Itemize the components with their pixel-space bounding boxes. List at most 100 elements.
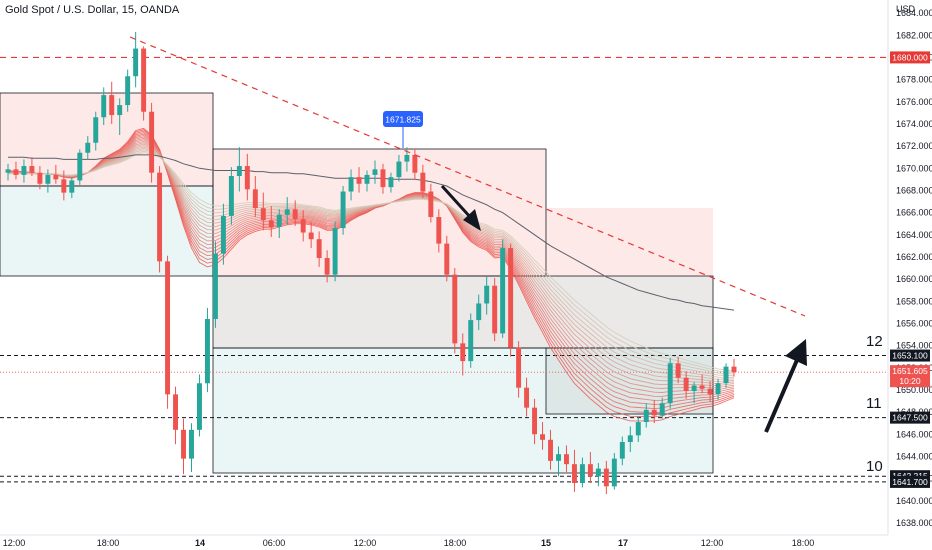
candle bbox=[220, 203, 226, 265]
candle-body bbox=[117, 105, 123, 116]
candle-body bbox=[165, 261, 171, 395]
time-axis[interactable]: 12:00 18:00 14 06:00 12:00 18:00 15 17 12:00 18:0… bbox=[3, 538, 815, 548]
resistance-trendline bbox=[129, 36, 806, 317]
candle bbox=[484, 276, 490, 315]
price-tick-label: 1654.000 bbox=[896, 341, 932, 351]
candle-body bbox=[380, 169, 386, 188]
candle bbox=[53, 164, 59, 184]
price-tag-label: 1641.700 bbox=[892, 477, 928, 487]
candle-body bbox=[85, 142, 91, 153]
candle-body bbox=[292, 209, 298, 220]
candle bbox=[452, 268, 458, 354]
candle bbox=[372, 160, 378, 184]
time-tick-label: 18:00 bbox=[97, 538, 120, 548]
candle bbox=[5, 163, 11, 181]
candle-body bbox=[308, 232, 314, 240]
candle-body bbox=[212, 253, 218, 319]
price-tick-label: 1682.000 bbox=[896, 30, 932, 40]
candle-body bbox=[141, 48, 147, 112]
time-tick-label: 17 bbox=[618, 538, 628, 548]
price-tick-label: 1658.000 bbox=[896, 296, 932, 306]
up-arrow-head bbox=[785, 339, 807, 366]
candle bbox=[428, 183, 434, 223]
price-tick-label: 1676.000 bbox=[896, 97, 932, 107]
candle bbox=[284, 197, 290, 225]
current-price-countdown: 10:20 bbox=[899, 376, 921, 386]
candle-body bbox=[691, 385, 697, 392]
candle-body bbox=[707, 388, 713, 395]
price-tick-label: 1662.000 bbox=[896, 252, 932, 262]
candle bbox=[380, 163, 386, 194]
candle-body bbox=[5, 169, 11, 173]
long-moving-average bbox=[8, 154, 735, 311]
candle-body bbox=[260, 208, 266, 221]
candle-body bbox=[436, 217, 442, 244]
candle-body bbox=[548, 439, 553, 461]
price-tag-label: 1653.100 bbox=[892, 351, 928, 361]
candle-body bbox=[635, 422, 641, 436]
candle bbox=[29, 157, 35, 177]
candle bbox=[396, 154, 402, 182]
candle bbox=[643, 403, 649, 428]
time-tick-label: 14 bbox=[195, 538, 205, 548]
price-tick-label: 1684.000 bbox=[896, 8, 932, 18]
candle-body bbox=[340, 191, 346, 229]
price-tag-box bbox=[890, 51, 930, 64]
candle bbox=[659, 397, 665, 419]
candle-body bbox=[420, 172, 426, 192]
candle bbox=[611, 453, 617, 490]
up-arrow bbox=[764, 339, 807, 433]
candle-body bbox=[460, 343, 466, 362]
candle-body bbox=[715, 383, 721, 395]
candle-body bbox=[492, 285, 498, 334]
zone-tag: 10 bbox=[866, 458, 883, 475]
candle-body bbox=[109, 95, 115, 116]
candle bbox=[133, 31, 139, 88]
candle-body bbox=[77, 152, 83, 181]
candle-body bbox=[675, 363, 681, 378]
up-arrow-shaft bbox=[764, 359, 799, 433]
candle bbox=[364, 170, 370, 192]
candle bbox=[141, 46, 147, 121]
candle-body bbox=[516, 347, 522, 388]
price-tag-box bbox=[890, 349, 930, 362]
candle bbox=[228, 167, 234, 225]
candle bbox=[332, 221, 338, 282]
candle-body bbox=[348, 177, 354, 192]
candle bbox=[683, 371, 689, 399]
candle bbox=[492, 277, 498, 342]
levels-layer bbox=[0, 56, 888, 483]
candle-body bbox=[332, 228, 338, 275]
candle bbox=[236, 147, 242, 192]
candle-body bbox=[364, 174, 370, 184]
candle-body bbox=[619, 442, 625, 459]
price-tick-label: 1672.000 bbox=[896, 141, 932, 151]
candle-body bbox=[659, 403, 665, 416]
candle-body bbox=[587, 464, 593, 477]
candle bbox=[731, 358, 737, 377]
candle-body bbox=[540, 434, 546, 440]
candle-body bbox=[444, 243, 450, 275]
candle bbox=[627, 426, 633, 452]
candle bbox=[292, 200, 298, 226]
candle bbox=[556, 446, 561, 477]
candle bbox=[189, 423, 194, 472]
price-tick-label: 1678.000 bbox=[896, 75, 932, 85]
price-tag-label: 1647.500 bbox=[892, 413, 928, 423]
time-tick-label: 06:00 bbox=[263, 538, 286, 548]
candle-body bbox=[244, 166, 250, 190]
time-tick-label: 15 bbox=[541, 538, 551, 548]
candle bbox=[69, 177, 75, 199]
candle bbox=[500, 239, 506, 338]
supply-zone bbox=[546, 208, 713, 276]
candle-body bbox=[476, 303, 482, 321]
candle bbox=[348, 169, 354, 201]
candle-body bbox=[316, 239, 322, 259]
candle bbox=[420, 164, 426, 199]
candle bbox=[300, 210, 306, 242]
candle-body bbox=[149, 111, 155, 173]
price-tags: 1680.0001653.1001647.5001642.2151641.700… bbox=[890, 51, 930, 488]
